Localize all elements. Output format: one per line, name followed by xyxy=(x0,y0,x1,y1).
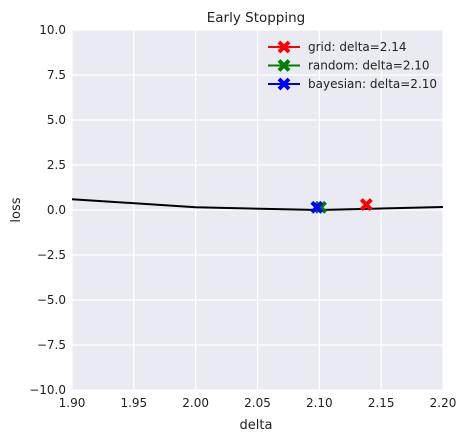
x-tick-label: 2.20 xyxy=(430,396,457,410)
y-tick-label: −2.5 xyxy=(37,248,66,262)
legend-item: random: delta=2.10 xyxy=(268,59,430,73)
grid-lines xyxy=(71,29,444,391)
legend-item: grid: delta=2.14 xyxy=(268,40,407,54)
markers xyxy=(310,198,373,214)
legend-item: bayesian: delta=2.10 xyxy=(268,77,437,91)
y-tick-label: −7.5 xyxy=(37,338,66,352)
marker-x xyxy=(310,200,324,214)
y-tick-label: −10.0 xyxy=(29,383,66,397)
x-tick-labels: 1.90 1.95 2.00 2.05 2.10 2.15 2.20 xyxy=(59,396,457,410)
y-tick-label: 10.0 xyxy=(39,23,66,37)
y-tick-label: 0.0 xyxy=(47,203,66,217)
legend-marker xyxy=(277,40,291,54)
legend-marker xyxy=(277,77,291,91)
marker-x xyxy=(314,200,327,214)
x-tick-label: 2.05 xyxy=(244,396,271,410)
y-axis-label: loss xyxy=(9,197,24,222)
y-tick-labels: −10.0 −7.5 −5.0 −2.5 0.0 2.5 5.0 7.5 10.0 xyxy=(29,23,66,397)
y-tick-label: 7.5 xyxy=(47,68,66,82)
x-tick-label: 2.00 xyxy=(182,396,209,410)
y-tick-label: 2.5 xyxy=(47,158,66,172)
chart-title: Early Stopping xyxy=(207,10,306,26)
legend-marker xyxy=(277,59,291,72)
legend: grid: delta=2.14 random: delta=2.10 bayesi… xyxy=(268,40,437,91)
legend-label: random: delta=2.10 xyxy=(308,59,430,73)
legend-label: grid: delta=2.14 xyxy=(308,40,407,54)
y-tick-label: 5.0 xyxy=(47,113,66,127)
legend-label: bayesian: delta=2.10 xyxy=(308,77,437,91)
loss-line xyxy=(71,198,444,212)
x-tick-label: 1.95 xyxy=(120,396,147,410)
x-tick-label: 2.15 xyxy=(368,396,395,410)
y-tick-label: −5.0 xyxy=(37,293,66,307)
x-axis-label: delta xyxy=(240,418,273,433)
marker-x xyxy=(359,198,373,212)
x-tick-label: 2.10 xyxy=(306,396,333,410)
x-tick-label: 1.90 xyxy=(59,396,86,410)
